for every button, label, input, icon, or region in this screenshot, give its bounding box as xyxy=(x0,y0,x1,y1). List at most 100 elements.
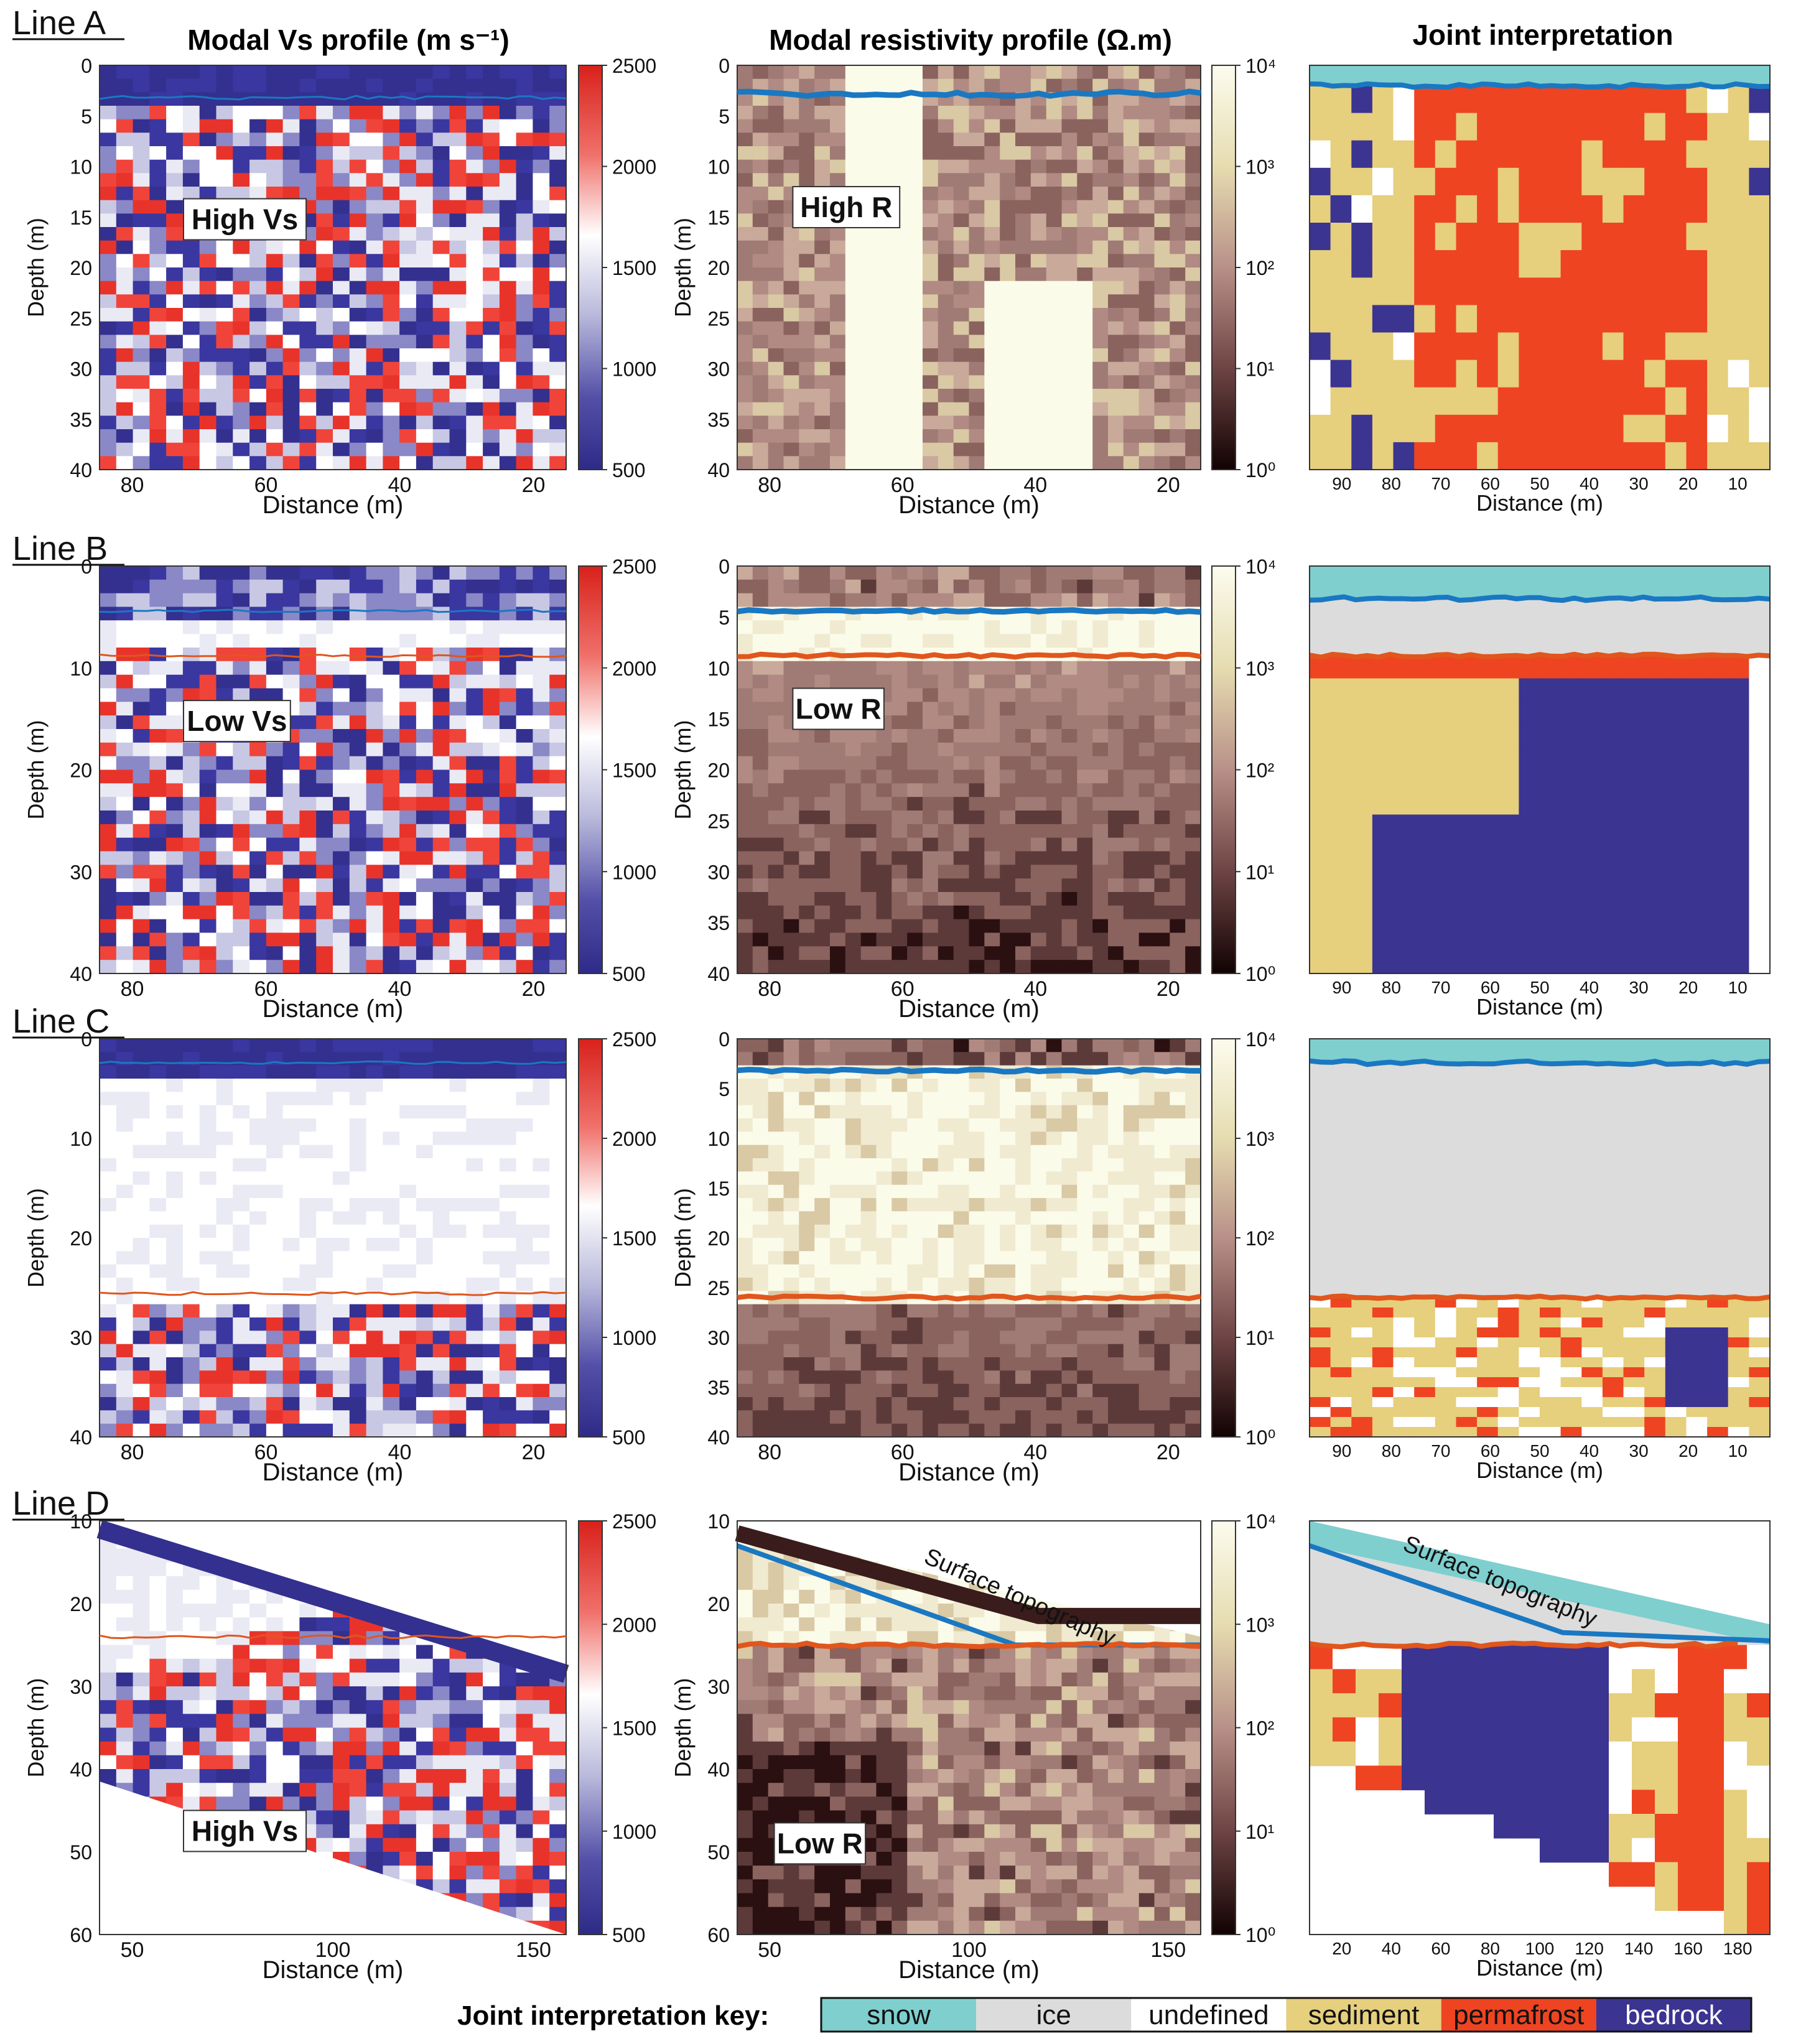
data-cell xyxy=(1138,634,1155,648)
data-cell xyxy=(1170,78,1186,93)
joint-cell xyxy=(1330,113,1352,141)
data-cell xyxy=(266,606,284,621)
data-cell xyxy=(249,593,267,608)
data-cell xyxy=(349,267,367,282)
data-cell xyxy=(1030,78,1047,93)
data-cell xyxy=(432,824,450,839)
data-cell xyxy=(1154,187,1171,201)
data-cell xyxy=(814,456,831,470)
data-cell xyxy=(483,1145,500,1159)
data-cell xyxy=(466,1211,483,1225)
data-cell xyxy=(316,267,333,282)
data-cell xyxy=(249,1092,267,1106)
data-cell xyxy=(182,429,200,444)
joint-cell xyxy=(1414,442,1436,470)
data-cell xyxy=(333,1171,350,1186)
data-cell xyxy=(1030,159,1047,174)
data-cell xyxy=(876,173,893,187)
data-cell xyxy=(1092,173,1109,187)
data-cell xyxy=(366,1131,384,1146)
vs-depth-tick: 5 xyxy=(81,105,92,128)
data-cell xyxy=(149,1304,167,1318)
data-cell xyxy=(783,960,800,974)
data-cell xyxy=(1123,173,1140,187)
joint-cell xyxy=(1393,860,1415,883)
data-cell xyxy=(799,267,815,282)
data-cell xyxy=(1185,456,1201,470)
data-cell xyxy=(876,65,893,80)
data-cell xyxy=(533,1251,550,1265)
data-cell xyxy=(814,119,831,134)
data-cell xyxy=(182,1079,200,1093)
data-cell xyxy=(499,1145,517,1159)
data-cell xyxy=(349,674,367,689)
data-cell xyxy=(891,919,908,934)
joint-cell xyxy=(1435,769,1457,792)
data-cell xyxy=(383,1224,400,1238)
data-cell xyxy=(466,892,483,906)
data-cell xyxy=(1077,132,1093,147)
data-cell xyxy=(516,593,534,608)
data-cell xyxy=(366,851,384,866)
res-x-tick: 40 xyxy=(1023,473,1047,497)
data-cell xyxy=(432,1331,450,1345)
data-cell xyxy=(249,674,267,689)
data-cell xyxy=(499,769,517,784)
data-cell xyxy=(549,1065,567,1079)
data-cell xyxy=(199,119,217,134)
joint-cell xyxy=(1540,792,1562,815)
joint-cell xyxy=(1351,792,1373,815)
data-cell xyxy=(399,769,417,784)
joint-column-title: Joint interpretation xyxy=(1412,19,1673,51)
data-cell xyxy=(299,960,317,974)
data-cell xyxy=(349,132,367,147)
data-cell xyxy=(1092,742,1109,757)
data-cell xyxy=(216,579,234,594)
data-cell xyxy=(1170,946,1186,960)
joint-cell xyxy=(1456,883,1478,906)
data-cell xyxy=(923,402,939,417)
data-cell xyxy=(266,566,284,580)
joint-cell xyxy=(1602,678,1624,702)
data-cell xyxy=(1092,240,1109,255)
data-cell xyxy=(737,824,753,839)
data-cell xyxy=(1046,729,1063,743)
data-cell xyxy=(1077,227,1093,241)
data-cell xyxy=(333,1158,350,1173)
data-cell xyxy=(737,173,753,187)
data-cell xyxy=(149,593,167,608)
data-cell xyxy=(1092,361,1109,376)
data-cell xyxy=(349,1158,367,1173)
data-cell xyxy=(516,1331,534,1345)
data-cell xyxy=(1046,146,1063,160)
data-cell xyxy=(737,905,753,920)
data-cell xyxy=(449,769,467,784)
data-cell xyxy=(233,416,250,430)
data-cell xyxy=(466,1158,483,1173)
data-cell xyxy=(366,702,384,716)
joint-plot-frame xyxy=(1309,65,1771,470)
joint-cell xyxy=(1456,814,1478,838)
data-cell xyxy=(199,389,217,403)
data-cell xyxy=(907,132,923,147)
joint-cell xyxy=(1560,167,1582,196)
data-cell xyxy=(349,756,367,771)
joint-cell xyxy=(1560,332,1582,361)
data-cell xyxy=(499,146,517,160)
data-cell xyxy=(1170,254,1186,268)
data-cell xyxy=(416,851,434,866)
data-cell xyxy=(399,1065,417,1079)
data-cell xyxy=(282,106,300,120)
data-cell xyxy=(233,361,250,376)
data-cell xyxy=(516,878,534,893)
data-cell xyxy=(1170,119,1186,134)
data-cell xyxy=(923,348,939,363)
data-cell xyxy=(399,456,417,470)
joint-cell xyxy=(1540,860,1562,883)
data-cell xyxy=(533,1291,550,1305)
vs-colorbar-label: 1500 xyxy=(612,257,656,279)
data-cell xyxy=(266,1357,284,1372)
joint-cell xyxy=(1477,387,1499,416)
data-cell xyxy=(549,1198,567,1212)
data-cell xyxy=(1092,579,1109,594)
